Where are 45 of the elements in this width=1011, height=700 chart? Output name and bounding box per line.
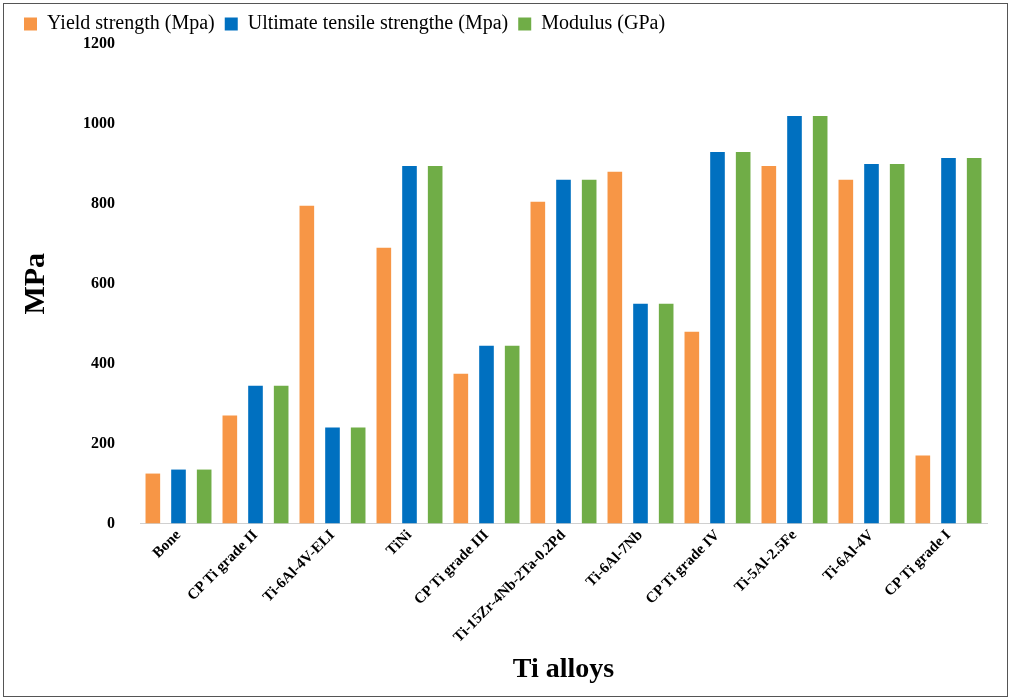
bar — [735, 151, 751, 524]
y-tick-label: 0 — [107, 513, 115, 531]
bar — [761, 165, 777, 524]
bar — [145, 473, 161, 524]
bar — [915, 455, 931, 524]
y-tick-label: 200 — [91, 433, 115, 451]
bar — [171, 469, 186, 524]
bar — [325, 427, 340, 524]
legend-label: Ultimate tensile strengthe (Mpa) — [247, 11, 509, 35]
legend-label: Modulus (GPa) — [541, 11, 666, 35]
bar — [299, 205, 315, 524]
bar — [838, 179, 854, 524]
bar — [684, 331, 700, 524]
bar — [376, 247, 392, 524]
bar — [530, 201, 546, 524]
bar — [402, 165, 417, 524]
legend-label: Yield strength (Mpa) — [47, 11, 215, 35]
bar — [479, 345, 494, 524]
bar — [889, 163, 905, 524]
x-axis-title: Ti alloys — [512, 652, 615, 684]
bar — [581, 179, 597, 524]
bar — [453, 373, 469, 524]
bar — [966, 157, 982, 524]
bar — [222, 415, 238, 524]
bar — [941, 157, 956, 524]
bar — [864, 163, 879, 524]
bar — [633, 303, 648, 524]
y-tick-label: 1000 — [83, 114, 115, 132]
y-tick-label: 1200 — [83, 34, 115, 52]
bar — [607, 171, 623, 524]
y-tick-label: 400 — [91, 353, 115, 371]
bar — [710, 151, 725, 524]
bar — [248, 385, 263, 524]
y-tick-label: 800 — [91, 193, 115, 211]
bar — [427, 165, 443, 524]
bar — [787, 115, 802, 524]
bar — [350, 427, 366, 524]
bar — [504, 345, 520, 524]
bar — [273, 385, 289, 524]
bar — [556, 179, 571, 524]
bar — [812, 115, 828, 524]
bar — [658, 303, 674, 524]
bar — [196, 469, 212, 524]
y-axis-title: MPa — [16, 252, 50, 315]
y-tick-label: 600 — [91, 273, 115, 291]
